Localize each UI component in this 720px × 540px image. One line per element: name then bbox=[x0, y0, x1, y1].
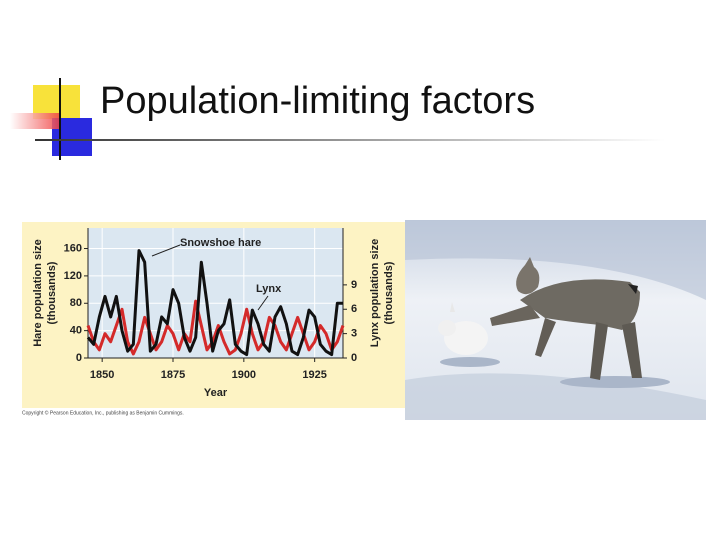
y2-tick-label: 6 bbox=[351, 303, 357, 315]
x-tick-label: 1850 bbox=[90, 369, 114, 381]
y2-tick-label: 3 bbox=[351, 328, 357, 340]
y-tick-label: 160 bbox=[64, 242, 82, 254]
series-line bbox=[86, 249, 343, 357]
copyright: Copyright © Pearson Education, Inc., pub… bbox=[22, 409, 184, 416]
y2-tick-label: 9 bbox=[351, 279, 357, 291]
y-axis-label: (thousands) bbox=[46, 261, 58, 324]
annotation-pointer bbox=[257, 295, 269, 311]
x-axis-label: Year bbox=[204, 387, 228, 399]
annotation-pointer bbox=[151, 244, 181, 257]
series-annotation: Lynx bbox=[256, 283, 282, 295]
photo bbox=[405, 220, 706, 420]
chart: 0 40 80 120 160 0 3 6 9 1850 1875 1900 1925 Year Hare … bbox=[22, 222, 406, 408]
y-tick-label: 80 bbox=[70, 297, 82, 309]
slide-title: Population-limiting factors bbox=[100, 80, 535, 122]
y-tick-label: 0 bbox=[76, 352, 82, 364]
x-tick-label: 1875 bbox=[161, 369, 185, 381]
y2-tick-label: 0 bbox=[351, 352, 357, 364]
x-tick-label: 1925 bbox=[302, 369, 326, 381]
y-tick-label: 40 bbox=[70, 325, 82, 337]
decoration bbox=[10, 78, 665, 160]
y2-axis-label: (thousands) bbox=[383, 261, 395, 324]
y-tick-label: 120 bbox=[64, 270, 82, 282]
series-annotation: Snowshoe hare bbox=[180, 237, 261, 249]
x-tick-label: 1900 bbox=[232, 369, 256, 381]
y2-axis-label: Lynx population size bbox=[369, 239, 381, 347]
y-axis-label: Hare population size bbox=[32, 239, 44, 347]
